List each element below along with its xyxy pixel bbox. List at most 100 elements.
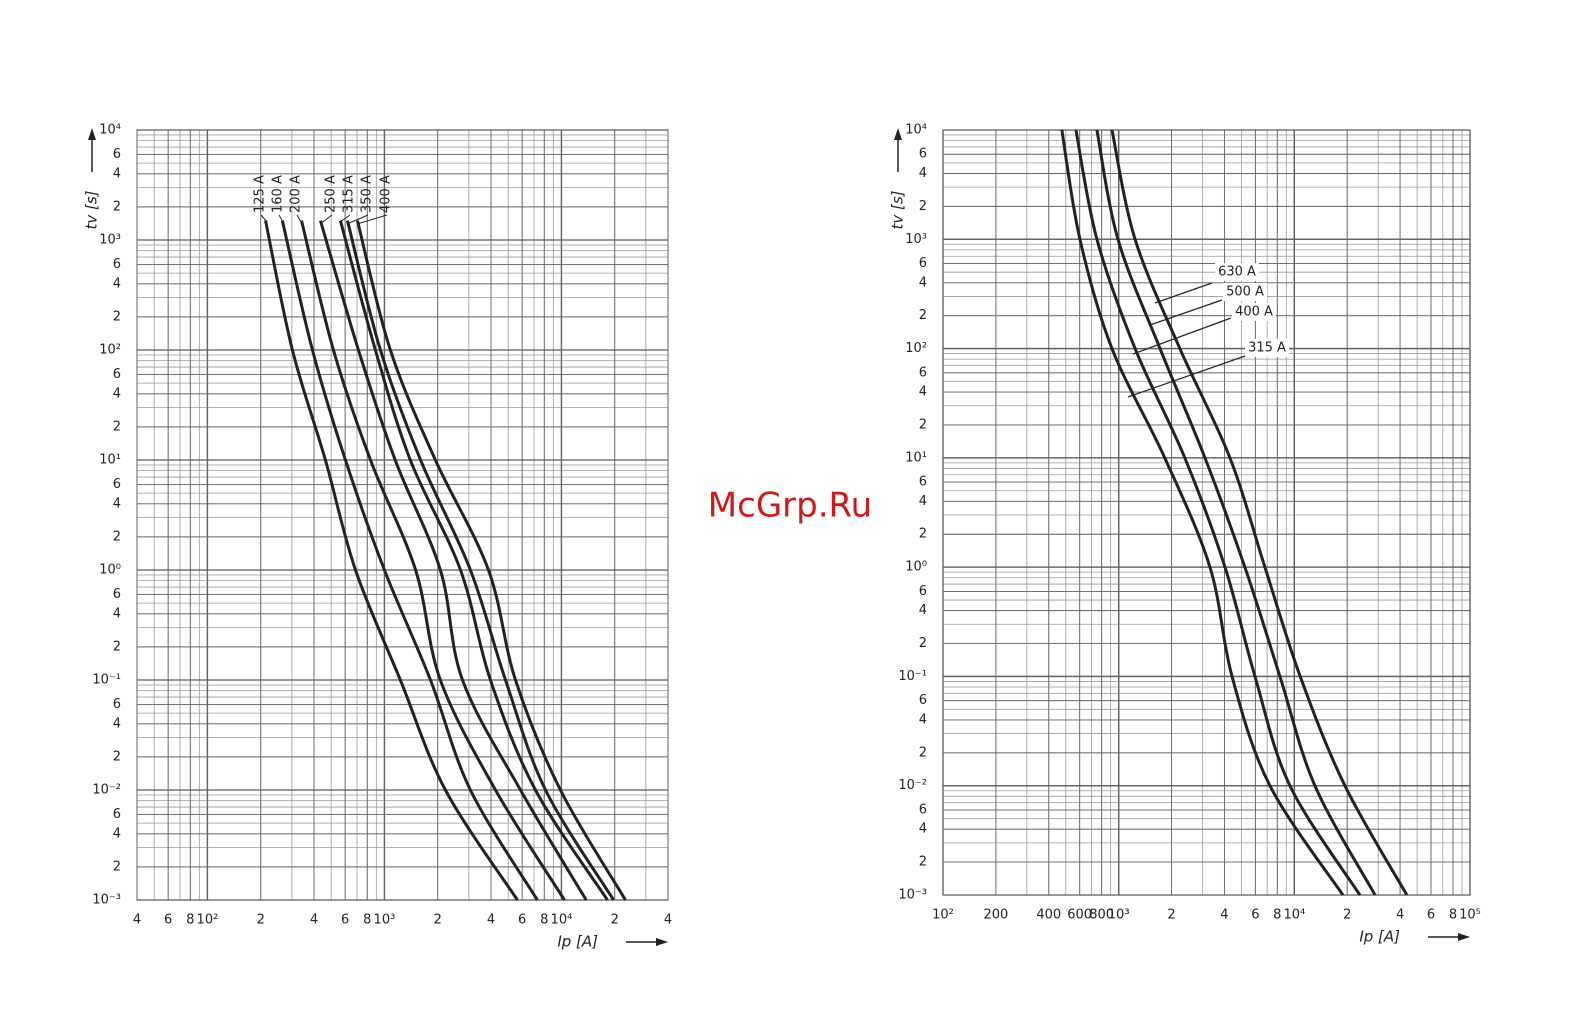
y-tick-label: 10⁻¹ [92, 673, 121, 688]
y-tick-label: 4 [919, 385, 927, 400]
series-label: 350 A [360, 175, 375, 213]
x-tick-label: 2 [1343, 908, 1351, 923]
label-box [1232, 303, 1276, 321]
x-tick-label: 8 [186, 913, 194, 928]
y-tick-label: 10² [99, 343, 121, 358]
curve [264, 220, 519, 901]
y-tick-label: 2 [113, 859, 121, 874]
x-tick-label: 4 [487, 913, 495, 928]
y-axis-label: tv [s] [889, 190, 907, 229]
y-tick-label: 10⁻² [92, 783, 121, 798]
curve [1095, 129, 1377, 896]
y-tick-label: 6 [919, 256, 927, 271]
leader-line [1154, 282, 1213, 304]
y-tick-label: 6 [113, 477, 121, 492]
y-tick-label: 4 [113, 606, 121, 621]
y-tick-label: 10⁴ [905, 123, 927, 138]
x-tick-label: 10³ [1108, 908, 1130, 923]
y-tick-label: 10⁻³ [92, 893, 121, 908]
curve [356, 220, 627, 901]
label-box [1223, 283, 1267, 301]
leader-line [346, 214, 369, 225]
leader-line [296, 214, 302, 223]
curve [319, 220, 588, 901]
curve [338, 220, 609, 901]
y-tick-label: 10⁻³ [898, 888, 927, 903]
curve [1110, 129, 1409, 896]
y-tick-label: 2 [113, 199, 121, 214]
curve [1060, 129, 1345, 896]
x-tick-label: 8 [363, 913, 371, 928]
x-tick-label: 200 [983, 908, 1008, 923]
x-tick-label: 2 [434, 913, 442, 928]
y-tick-label: 6 [113, 587, 121, 602]
x-tick-label: 2 [1167, 908, 1175, 923]
curve [345, 220, 615, 901]
series-label: 315 A [1248, 341, 1286, 356]
y-tick-label: 2 [113, 749, 121, 764]
series-label: 200 A [289, 175, 304, 213]
y-tick-label: 10¹ [905, 450, 927, 465]
curve [300, 220, 566, 901]
series-label: 630 A [1218, 265, 1256, 280]
y-tick-label: 10⁰ [99, 563, 121, 578]
series-label: 250 A [324, 175, 339, 213]
x-axis-arrowhead [1458, 933, 1470, 941]
x-axis-label: Ip [A] [557, 933, 598, 951]
y-tick-label: 6 [113, 697, 121, 712]
x-tick-label: 6 [164, 913, 172, 928]
x-tick-label: 400 [1036, 908, 1061, 923]
x-tick-label: 600 [1067, 908, 1092, 923]
x-axis-label: Ip [A] [1359, 928, 1400, 946]
y-tick-label: 10⁰ [905, 560, 927, 575]
y-tick-label: 2 [919, 199, 927, 214]
leader-line [260, 214, 268, 223]
y-tick-label: 6 [919, 802, 927, 817]
x-tick-label: 800 [1089, 908, 1114, 923]
x-tick-label: 2 [611, 913, 619, 928]
x-tick-label: 10³ [374, 913, 396, 928]
series-label: 400 A [1235, 305, 1273, 320]
leader-line [1132, 317, 1232, 355]
x-tick-label: 10⁵ [1459, 908, 1481, 923]
x-tick-label: 10² [197, 913, 219, 928]
x-axis-arrowhead [656, 938, 668, 946]
x-tick-label: 6 [1427, 908, 1435, 923]
y-tick-label: 4 [919, 166, 927, 181]
y-tick-label: 4 [919, 603, 927, 618]
y-tick-label: 4 [113, 826, 121, 841]
x-tick-label: 8 [1273, 908, 1281, 923]
x-tick-label: 8 [1449, 908, 1457, 923]
y-tick-label: 2 [919, 855, 927, 870]
leader-line [1149, 299, 1223, 326]
y-tick-label: 10¹ [99, 453, 121, 468]
leader-line [339, 214, 351, 223]
x-tick-label: 6 [341, 913, 349, 928]
label-box [1245, 339, 1289, 357]
y-tick-label: 10⁻² [898, 778, 927, 793]
y-tick-label: 2 [919, 745, 927, 760]
y-tick-label: 10³ [905, 232, 927, 247]
y-axis-label: tv [s] [83, 190, 101, 229]
y-tick-label: 10² [905, 341, 927, 356]
y-tick-label: 2 [919, 308, 927, 323]
x-tick-label: 4 [310, 913, 318, 928]
y-tick-label: 6 [919, 693, 927, 708]
x-tick-label: 4 [664, 913, 672, 928]
y-tick-label: 6 [113, 807, 121, 822]
y-tick-label: 2 [113, 529, 121, 544]
y-tick-label: 10⁴ [99, 123, 121, 138]
y-tick-label: 4 [919, 822, 927, 837]
y-tick-label: 10⁻¹ [898, 669, 927, 684]
y-tick-label: 2 [113, 309, 121, 324]
y-tick-label: 6 [919, 147, 927, 162]
y-tick-label: 2 [919, 527, 927, 542]
y-axis-arrowhead [894, 128, 902, 140]
y-tick-label: 6 [919, 475, 927, 490]
label-box [1215, 263, 1259, 281]
leader-line [356, 214, 388, 225]
x-tick-label: 6 [518, 913, 526, 928]
y-tick-label: 4 [113, 166, 121, 181]
